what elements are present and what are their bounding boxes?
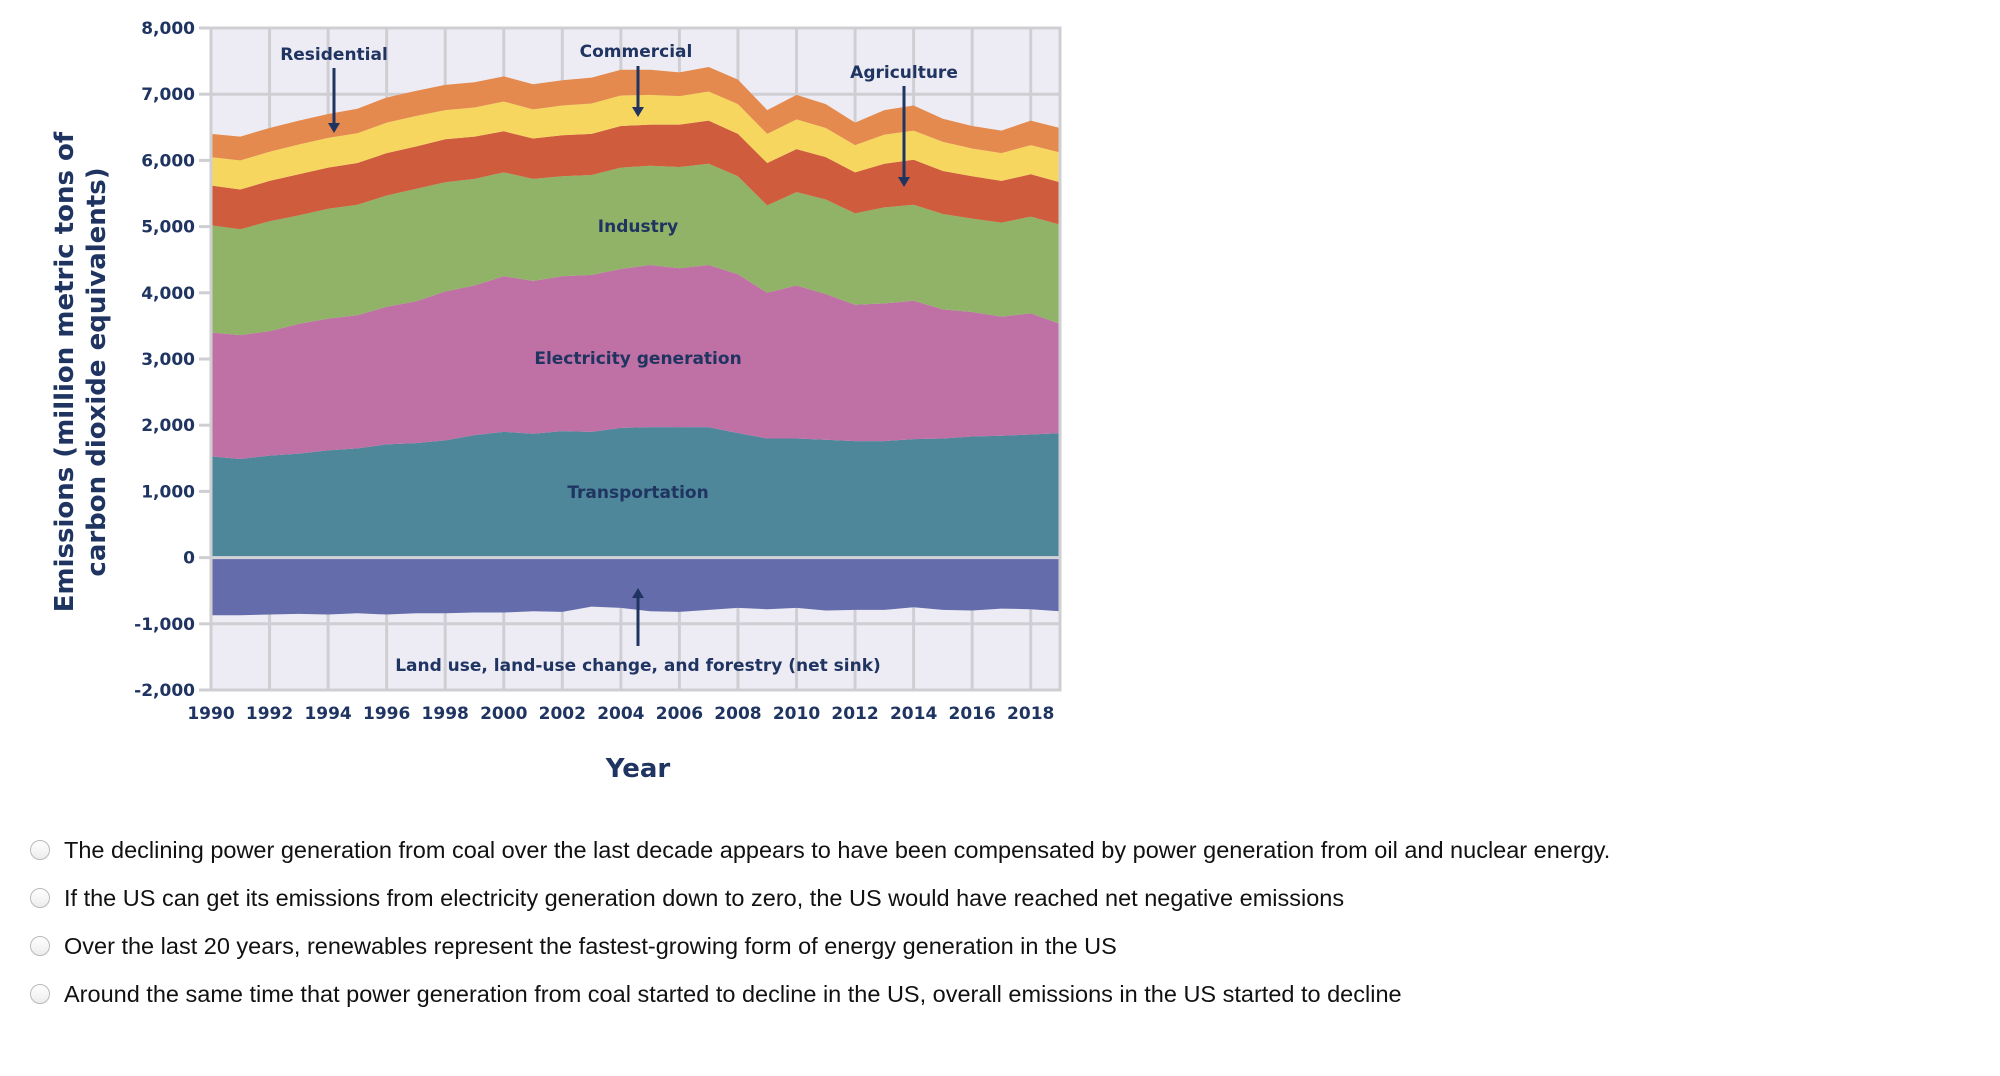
radio-button[interactable] [30, 936, 50, 956]
area-residential [211, 67, 1060, 161]
series-label: Transportation [567, 483, 708, 503]
x-tick-label: 1996 [363, 704, 410, 724]
answer-option-2[interactable]: If the US can get its emissions from ele… [30, 874, 1610, 922]
radio-button[interactable] [30, 840, 50, 860]
arrowhead-icon [632, 107, 644, 117]
y-tick-label: 4,000 [141, 284, 195, 304]
radio-button[interactable] [30, 984, 50, 1004]
area-industry [211, 163, 1060, 336]
x-axis: 1990 1992 1994 1996 1998 2000 2002 2004 2006 2008… [187, 704, 1054, 724]
y-tick-label: 5,000 [141, 218, 195, 238]
x-tick-label: 1994 [304, 704, 351, 724]
x-tick-label: 2004 [597, 704, 644, 724]
answer-option-4[interactable]: Around the same time that power generati… [30, 970, 1610, 1018]
stacked-areas [209, 26, 1062, 692]
series-label: Land use, land-use change, and forestry … [395, 656, 881, 676]
series-label: Residential [280, 45, 388, 65]
y-tick-label: 0 [183, 549, 195, 569]
x-axis-title: Year [605, 754, 671, 784]
emissions-stacked-area-chart: 8,000 7,000 6,000 5,000 4,000 3,000 2,000 1,000… [50, 19, 1062, 784]
x-tick-label: 2018 [1007, 704, 1054, 724]
arrowhead-icon [328, 123, 340, 133]
y-tick-label: 6,000 [141, 151, 195, 171]
x-tick-label: 2002 [539, 704, 586, 724]
y-axis-title: Emissions (million metric tons of carbon… [50, 131, 112, 612]
y-tick-label: 8,000 [141, 19, 195, 39]
y-axis: 8,000 7,000 6,000 5,000 4,000 3,000 2,000 1,000… [134, 19, 211, 701]
x-tick-label: 2010 [773, 704, 820, 724]
series-annotations: Residential Commercial Agriculture Industry… [280, 42, 958, 676]
answer-option-1[interactable]: The declining power generation from coal… [30, 826, 1610, 874]
x-tick-label: 2016 [949, 704, 996, 724]
y-tick-label: -2,000 [134, 681, 195, 701]
series-label: Industry [598, 217, 678, 237]
area-electricity-generation [211, 264, 1060, 459]
radio-button[interactable] [30, 888, 50, 908]
x-tick-label: 2006 [656, 704, 703, 724]
arrowhead-icon [898, 177, 910, 187]
y-tick-label: 2,000 [141, 416, 195, 436]
answer-option-label: If the US can get its emissions from ele… [64, 884, 1345, 911]
y-axis-title-line-2: carbon dioxide equivalents) [82, 167, 112, 576]
y-tick-label: 3,000 [141, 350, 195, 370]
arrowhead-icon [632, 588, 644, 598]
y-tick-label: 1,000 [141, 482, 195, 502]
answer-option-3[interactable]: Over the last 20 years, renewables repre… [30, 922, 1610, 970]
x-tick-label: 2008 [714, 704, 761, 724]
x-tick-label: 1998 [422, 704, 469, 724]
x-tick-label: 2012 [831, 704, 878, 724]
series-label: Commercial [580, 42, 693, 62]
x-tick-label: 2000 [480, 704, 527, 724]
area-transportation [211, 427, 1060, 558]
area-agriculture [211, 120, 1060, 230]
x-tick-label: 1990 [187, 704, 234, 724]
answer-option-label: The declining power generation from coal… [64, 836, 1611, 863]
area-commercial [211, 91, 1060, 190]
y-tick-label: -1,000 [134, 615, 195, 635]
x-tick-label: 1992 [246, 704, 293, 724]
series-label: Electricity generation [534, 349, 741, 369]
x-tick-label: 2014 [890, 704, 937, 724]
answer-option-label: Over the last 20 years, renewables repre… [64, 932, 1117, 959]
y-axis-title-line-1: Emissions (million metric tons of [50, 131, 80, 612]
answer-options: The declining power generation from coal… [30, 826, 1610, 1018]
y-tick-label: 7,000 [141, 85, 195, 105]
answer-option-label: Around the same time that power generati… [64, 980, 1402, 1007]
area-land-use-net-sink [211, 557, 1060, 616]
series-label: Agriculture [850, 63, 958, 83]
